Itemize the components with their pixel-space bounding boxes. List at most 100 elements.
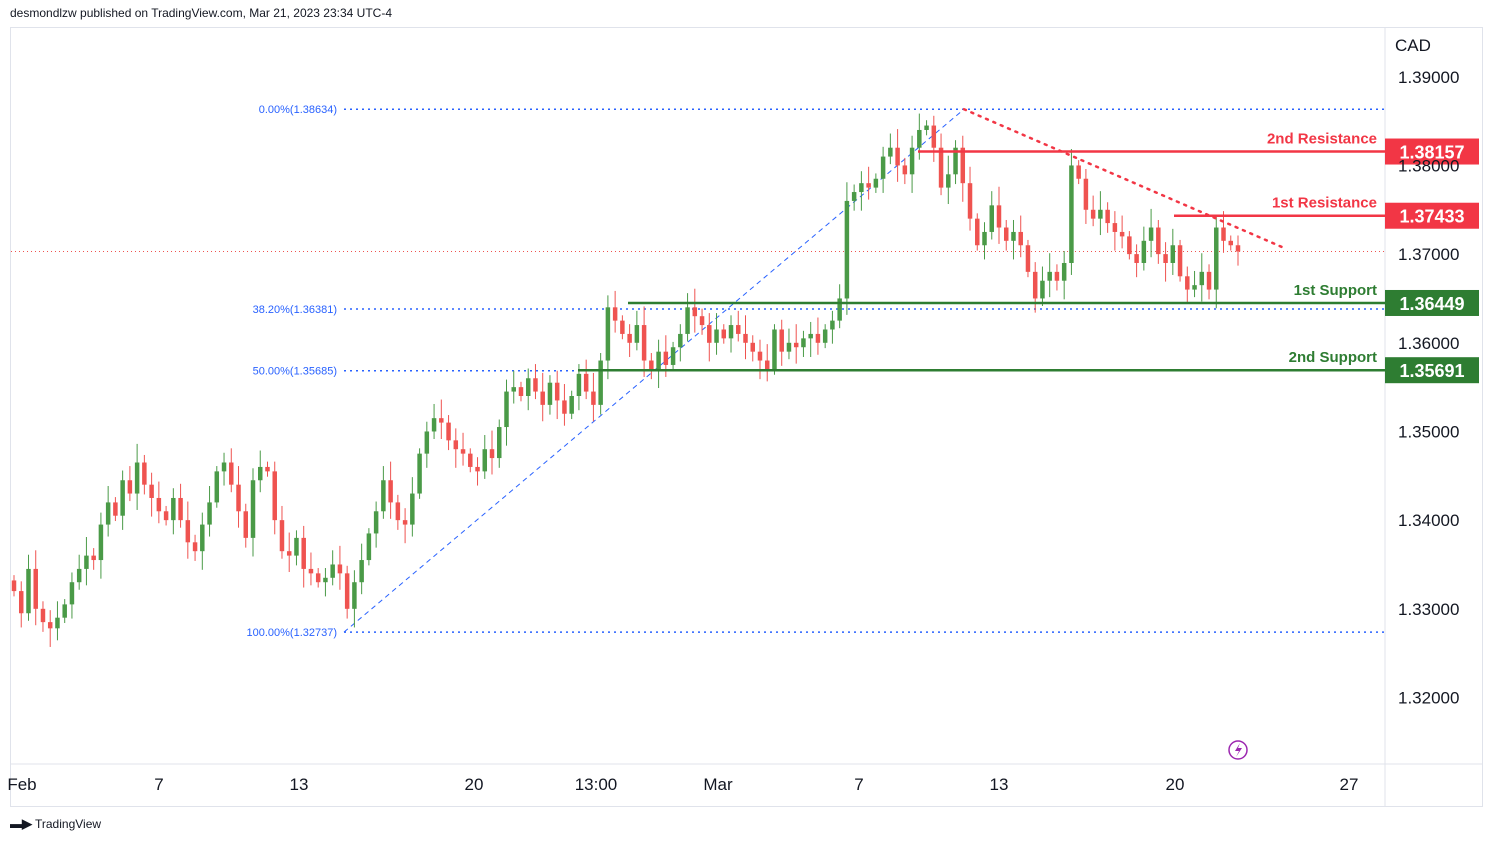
candle-body: [917, 129, 922, 148]
candle-body: [605, 307, 611, 361]
candle-body: [1206, 271, 1212, 290]
candle-body: [1076, 165, 1081, 179]
candle-body: [504, 391, 509, 428]
candle-body: [1134, 254, 1139, 263]
price-tick-label: 1.36000: [1398, 334, 1459, 353]
time-tick-label: Feb: [7, 775, 36, 794]
candle-body: [381, 480, 386, 512]
level-label: 2nd Support: [1289, 349, 1377, 366]
candle-body: [880, 156, 886, 179]
candle-body: [1228, 240, 1234, 246]
candle-body: [533, 378, 538, 392]
candle-body: [837, 298, 842, 321]
level-price-text: 1.37433: [1399, 207, 1464, 227]
candle-body: [591, 391, 596, 405]
candle-body: [888, 147, 893, 157]
candle-body: [482, 449, 488, 472]
candle-body: [562, 400, 567, 414]
candle-body: [11, 580, 17, 592]
fib-level-label: 50.00%(1.35685): [253, 366, 337, 378]
candle-body: [967, 183, 973, 219]
candle-body: [258, 466, 263, 481]
price-axis: CAD 1.39000 1.38000 1.37000 1.36000 1.35000 1.…: [1395, 36, 1459, 707]
candle-body: [1156, 227, 1161, 255]
candle-body: [1221, 227, 1226, 241]
candle-body: [1199, 271, 1205, 286]
tradingview-logo-icon: ▬▶: [10, 816, 32, 831]
candle-body: [1235, 245, 1241, 252]
candle-body: [410, 493, 415, 525]
candle-body: [1127, 236, 1132, 255]
fib-level-label: 0.00%(1.38634): [259, 104, 337, 116]
fib-level-label: 100.00%(1.32737): [246, 627, 337, 639]
candle-body: [1011, 231, 1016, 241]
candle-body: [1185, 276, 1190, 290]
candle-body: [229, 462, 234, 485]
price-tick-label: 1.35000: [1398, 422, 1459, 441]
fibonacci-layer: 0.00%(1.38634) 38.20%(1.36381) 50.00%(1.35…: [246, 104, 1385, 639]
candle-body: [569, 396, 574, 414]
level-price-badge: [1385, 138, 1479, 165]
candle-body: [576, 373, 582, 396]
candle-body: [721, 329, 727, 339]
lightning-bolt-icon: [1235, 743, 1242, 757]
levels-layer: 2nd Resistance 1.38157 1st Resistance 1.374…: [578, 107, 1479, 760]
candle-body: [286, 551, 292, 556]
candle-body: [1141, 240, 1147, 263]
time-tick-label: 13: [290, 775, 309, 794]
candle-body: [707, 325, 712, 343]
candle-body: [301, 537, 306, 569]
candle-body: [670, 347, 676, 365]
candle-body: [786, 342, 792, 352]
level-price-text: 1.35691: [1399, 361, 1464, 381]
candles-layer: [11, 113, 1241, 647]
candle-body: [511, 387, 516, 392]
level-price-text: 1.36449: [1399, 294, 1464, 314]
candle-body: [279, 520, 285, 552]
fib-level-label: 38.20%(1.36381): [253, 304, 337, 316]
candle-body: [989, 205, 994, 232]
candle-body: [938, 147, 944, 188]
candle-body: [583, 373, 589, 392]
candle-body: [808, 333, 813, 339]
candle-body: [728, 325, 734, 339]
candle-body: [55, 617, 60, 629]
candle-body: [113, 502, 118, 516]
candle-body: [192, 542, 198, 552]
candle-body: [323, 577, 328, 583]
price-tick-label: 1.39000: [1398, 68, 1459, 87]
candle-body: [18, 591, 24, 614]
candle-body: [352, 582, 357, 609]
candle-body: [163, 511, 169, 521]
time-tick-label: 27: [1340, 775, 1359, 794]
level-label: 2nd Resistance: [1267, 131, 1377, 148]
chart-frame: [10, 27, 1483, 807]
candle-body: [402, 520, 408, 525]
candle-body: [214, 471, 220, 503]
candle-body: [982, 231, 987, 246]
candle-body: [547, 382, 553, 405]
candle-body: [47, 622, 53, 629]
candle-body: [866, 183, 871, 188]
candle-body: [417, 453, 422, 494]
candle-body: [178, 497, 183, 521]
candle-body: [1040, 280, 1045, 299]
descending-trendline: [962, 107, 1284, 249]
footer-brand: ▬▶ TradingView: [10, 816, 101, 832]
candle-body: [924, 125, 929, 130]
candle-body: [200, 524, 205, 552]
candle-body: [772, 329, 777, 370]
candle-body: [634, 325, 640, 343]
candle-body: [1119, 231, 1125, 237]
candle-body: [540, 391, 545, 405]
candle-body: [62, 604, 67, 618]
candle-body: [902, 165, 908, 175]
candle-body: [439, 418, 444, 423]
candle-body: [1090, 209, 1096, 219]
candle-body: [127, 480, 133, 494]
candle-body: [895, 147, 900, 166]
candle-body: [344, 573, 350, 609]
currency-label: CAD: [1395, 36, 1431, 55]
candle-body: [830, 320, 835, 330]
